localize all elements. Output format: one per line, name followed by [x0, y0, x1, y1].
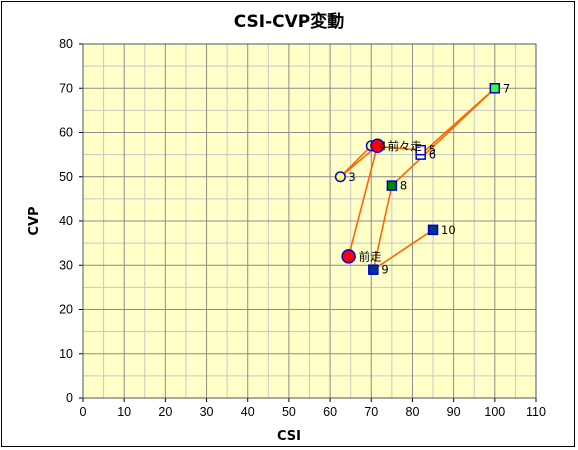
data-point-label: 10: [441, 223, 456, 237]
plot-area: 0 10 20 30 40 50 60 70 80 90 100 110 0 10 20 30 40 50 60 70…: [59, 37, 546, 419]
data-point-label: 8: [400, 179, 407, 193]
data-point-marker: [415, 144, 426, 156]
data-point-label: 前々走: [387, 139, 422, 153]
x-tick-label: 100: [484, 405, 505, 419]
data-point-marker: [489, 83, 501, 94]
y-tick-label: 50: [59, 170, 73, 184]
data-point-label: 前走: [359, 249, 382, 263]
y-tick-label: 60: [59, 126, 73, 140]
y-tick-label: 40: [59, 214, 73, 228]
y-tick-label: 80: [59, 37, 73, 51]
data-point-label: 4: [379, 139, 386, 153]
y-tick-label: 0: [66, 391, 73, 405]
y-tick-label: 70: [59, 81, 73, 95]
data-point-label: 6: [429, 148, 436, 162]
x-tick-label: 80: [406, 405, 420, 419]
x-tick-label: 50: [282, 405, 296, 419]
chart-title: CSI-CVP変動: [234, 11, 345, 32]
x-tick-label: 60: [323, 405, 337, 419]
data-point-marker: [386, 180, 398, 191]
data-point-label: 7: [503, 81, 510, 95]
y-tick-label: 10: [59, 347, 73, 361]
y-axis-title: CVP: [27, 206, 42, 235]
x-tick-label: 20: [158, 405, 172, 419]
x-tick-label: 90: [447, 405, 461, 419]
data-point-label: 3: [348, 170, 355, 184]
x-tick-label: 40: [241, 405, 255, 419]
x-axis-title: CSI: [277, 429, 301, 444]
y-tick-label: 20: [59, 303, 73, 317]
x-tick-label: 110: [526, 405, 546, 419]
y-tick-label: 30: [59, 258, 73, 272]
x-tick-label: 0: [80, 405, 87, 419]
data-point-label: 5: [429, 143, 436, 157]
data-point-marker: [427, 224, 439, 236]
data-point-marker: [370, 138, 385, 154]
data-point-marker: [341, 249, 356, 264]
data-point-marker: [334, 171, 346, 183]
x-tick-label: 10: [117, 405, 131, 419]
plot-border: [82, 43, 537, 399]
x-tick-label: 70: [364, 405, 378, 419]
data-point-label: 9: [381, 263, 388, 277]
x-tick-label: 30: [200, 405, 214, 419]
data-point-marker: [368, 264, 379, 275]
